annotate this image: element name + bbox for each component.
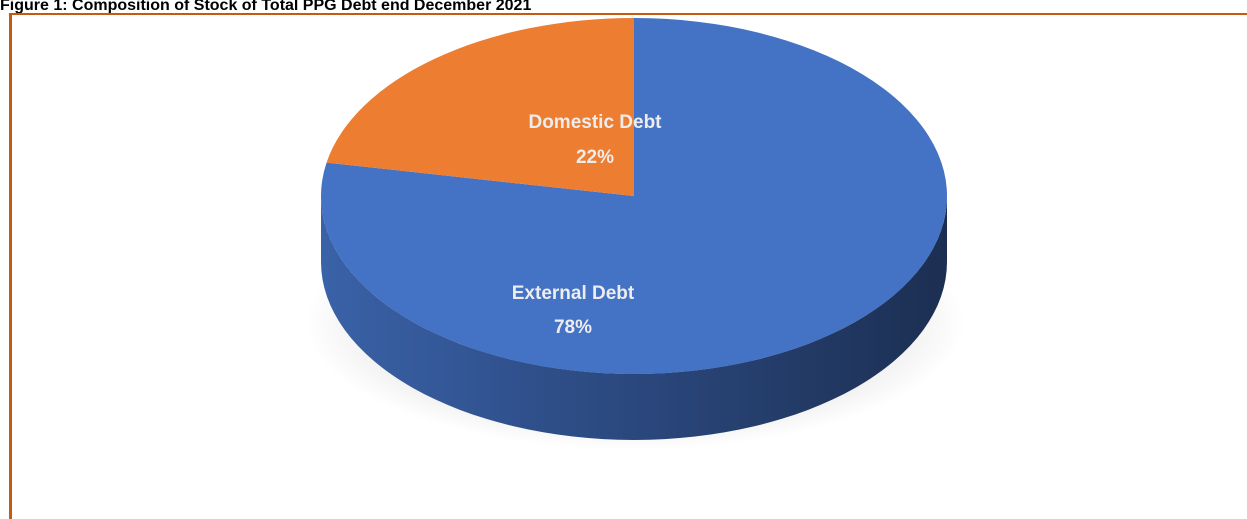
figure-frame	[9, 13, 1247, 519]
figure-title: Figure 1: Composition of Stock of Total …	[0, 0, 532, 14]
pie-label-external-debt-name: External Debt	[512, 283, 635, 304]
pie-label-domestic-debt-value: 22%	[576, 147, 614, 168]
pie-side-external-debt	[321, 196, 947, 440]
pie-label-external-debt-value: 78%	[554, 317, 592, 338]
pie-slice-domestic-debt	[326, 18, 634, 196]
pie-slice-external-debt	[320, 18, 947, 374]
pie-label-domestic-debt-name: Domestic Debt	[528, 112, 662, 133]
